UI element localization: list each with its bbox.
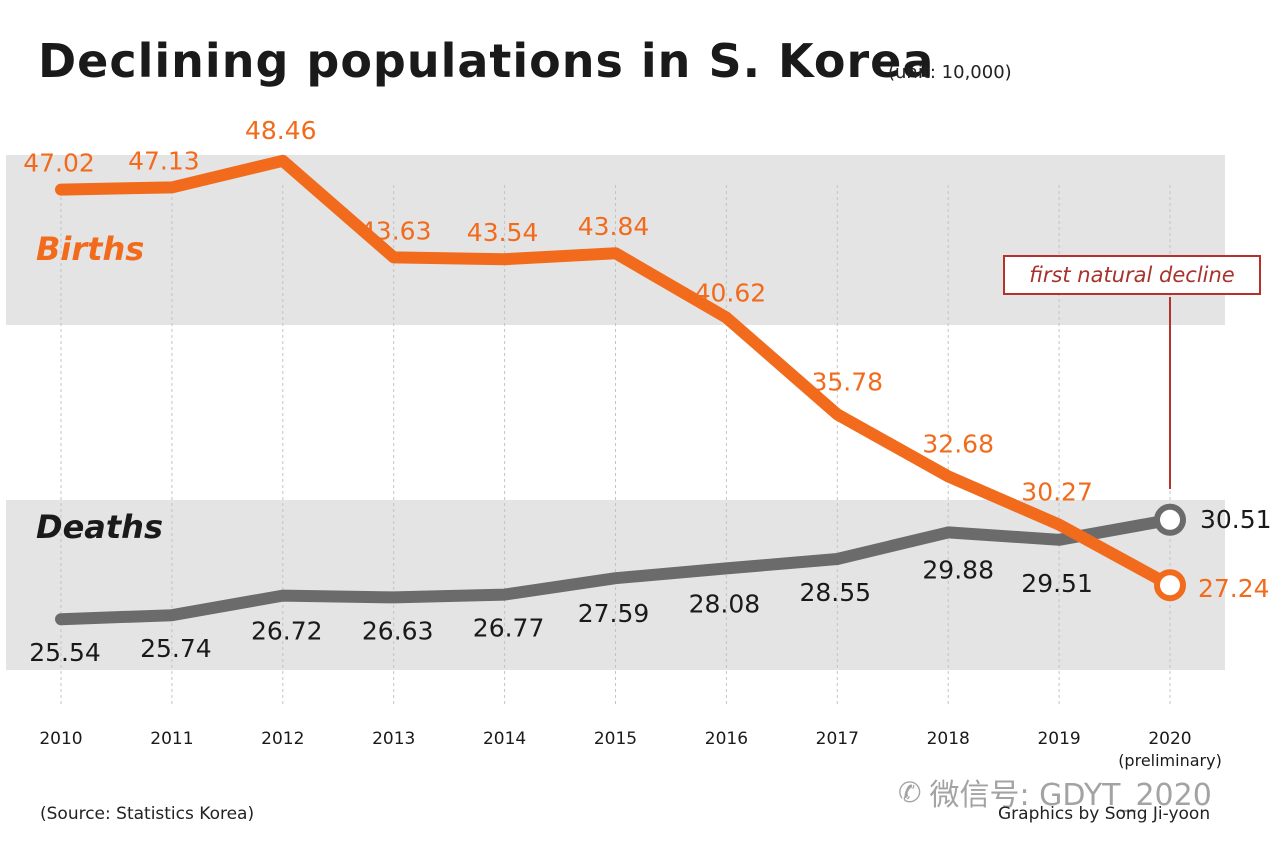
- x-tick-label-2015: 2015: [594, 729, 637, 749]
- births-end-marker: [1154, 569, 1186, 602]
- deaths-data-label-2018: 29.88: [922, 555, 994, 584]
- births-data-label-2017: 35.78: [812, 367, 884, 396]
- births-data-label-2015: 43.84: [578, 212, 650, 241]
- deaths-series-label: Deaths: [36, 508, 163, 546]
- deaths-data-label-2019: 29.51: [1021, 569, 1093, 598]
- births-series-label: Births: [36, 230, 144, 268]
- chart-title: Declining populations in S. Korea: [38, 34, 935, 88]
- births-data-label-2010: 47.02: [23, 149, 95, 178]
- births-data-label-2016: 40.62: [695, 279, 767, 308]
- births-data-label-2012: 48.46: [245, 116, 317, 145]
- births-data-label-2013: 43.63: [360, 216, 432, 245]
- births-layer: 47.02 47.13 48.46 43.63 43.54 43.84 40.62 35.78…: [23, 116, 1269, 603]
- births-data-label-2018: 32.68: [922, 429, 994, 458]
- x-tick-label-2014: 2014: [483, 729, 526, 749]
- deaths-data-label-2013: 26.63: [362, 616, 434, 645]
- x-tick-label-2020: 2020: [1148, 729, 1191, 749]
- x-tick-label-2018: 2018: [927, 729, 970, 749]
- watermark: ✆ 微信号: GDYT_2020: [898, 770, 1212, 814]
- deaths-data-label-2016: 28.08: [689, 589, 761, 618]
- source-note: (Source: Statistics Korea): [40, 804, 255, 824]
- deaths-layer: 25.54 25.74 26.72 26.63 26.77 27.59 28.08 28.55…: [29, 503, 1272, 667]
- graphics-credit: Graphics by Song Ji-yoon: [998, 804, 1211, 824]
- births-line: [55, 154, 1176, 592]
- annotation-first-natural-decline: first natural decline: [1003, 255, 1261, 295]
- x-tick-label-2010: 2010: [39, 729, 82, 749]
- x-tick-label-2013: 2013: [372, 729, 415, 749]
- deaths-data-label-2014: 26.77: [473, 614, 545, 643]
- deaths-end-marker: [1154, 503, 1186, 536]
- deaths-data-label-2010: 25.54: [29, 638, 101, 667]
- deaths-line: [55, 513, 1176, 626]
- watermark-text: 微信号: GDYT_2020: [929, 778, 1212, 813]
- x-tick-label-2012: 2012: [261, 729, 304, 749]
- x-tick-sublabel-2020: (preliminary): [1118, 751, 1222, 770]
- deaths-data-label-2020: 30.51: [1200, 505, 1272, 534]
- births-data-label-2020: 27.24: [1198, 574, 1270, 603]
- deaths-data-label-2011: 25.74: [140, 634, 212, 663]
- x-tick-label-2016: 2016: [705, 729, 748, 749]
- unit-note: (unit: 10,000): [888, 62, 1012, 83]
- births-data-label-2011: 47.13: [128, 146, 200, 175]
- x-axis: 2010 2011 2012 2013 2014 2015 2016 2017 2018 2019…: [39, 729, 1221, 770]
- births-data-label-2019: 30.27: [1021, 478, 1093, 507]
- x-tick-label-2019: 2019: [1037, 729, 1080, 749]
- births-data-label-2014: 43.54: [467, 218, 539, 247]
- deaths-data-label-2012: 26.72: [251, 617, 323, 646]
- deaths-data-label-2017: 28.55: [800, 578, 872, 607]
- x-tick-label-2017: 2017: [816, 729, 859, 749]
- deaths-data-label-2015: 27.59: [578, 599, 650, 628]
- x-tick-label-2011: 2011: [150, 729, 193, 749]
- wechat-icon: ✆: [898, 775, 922, 809]
